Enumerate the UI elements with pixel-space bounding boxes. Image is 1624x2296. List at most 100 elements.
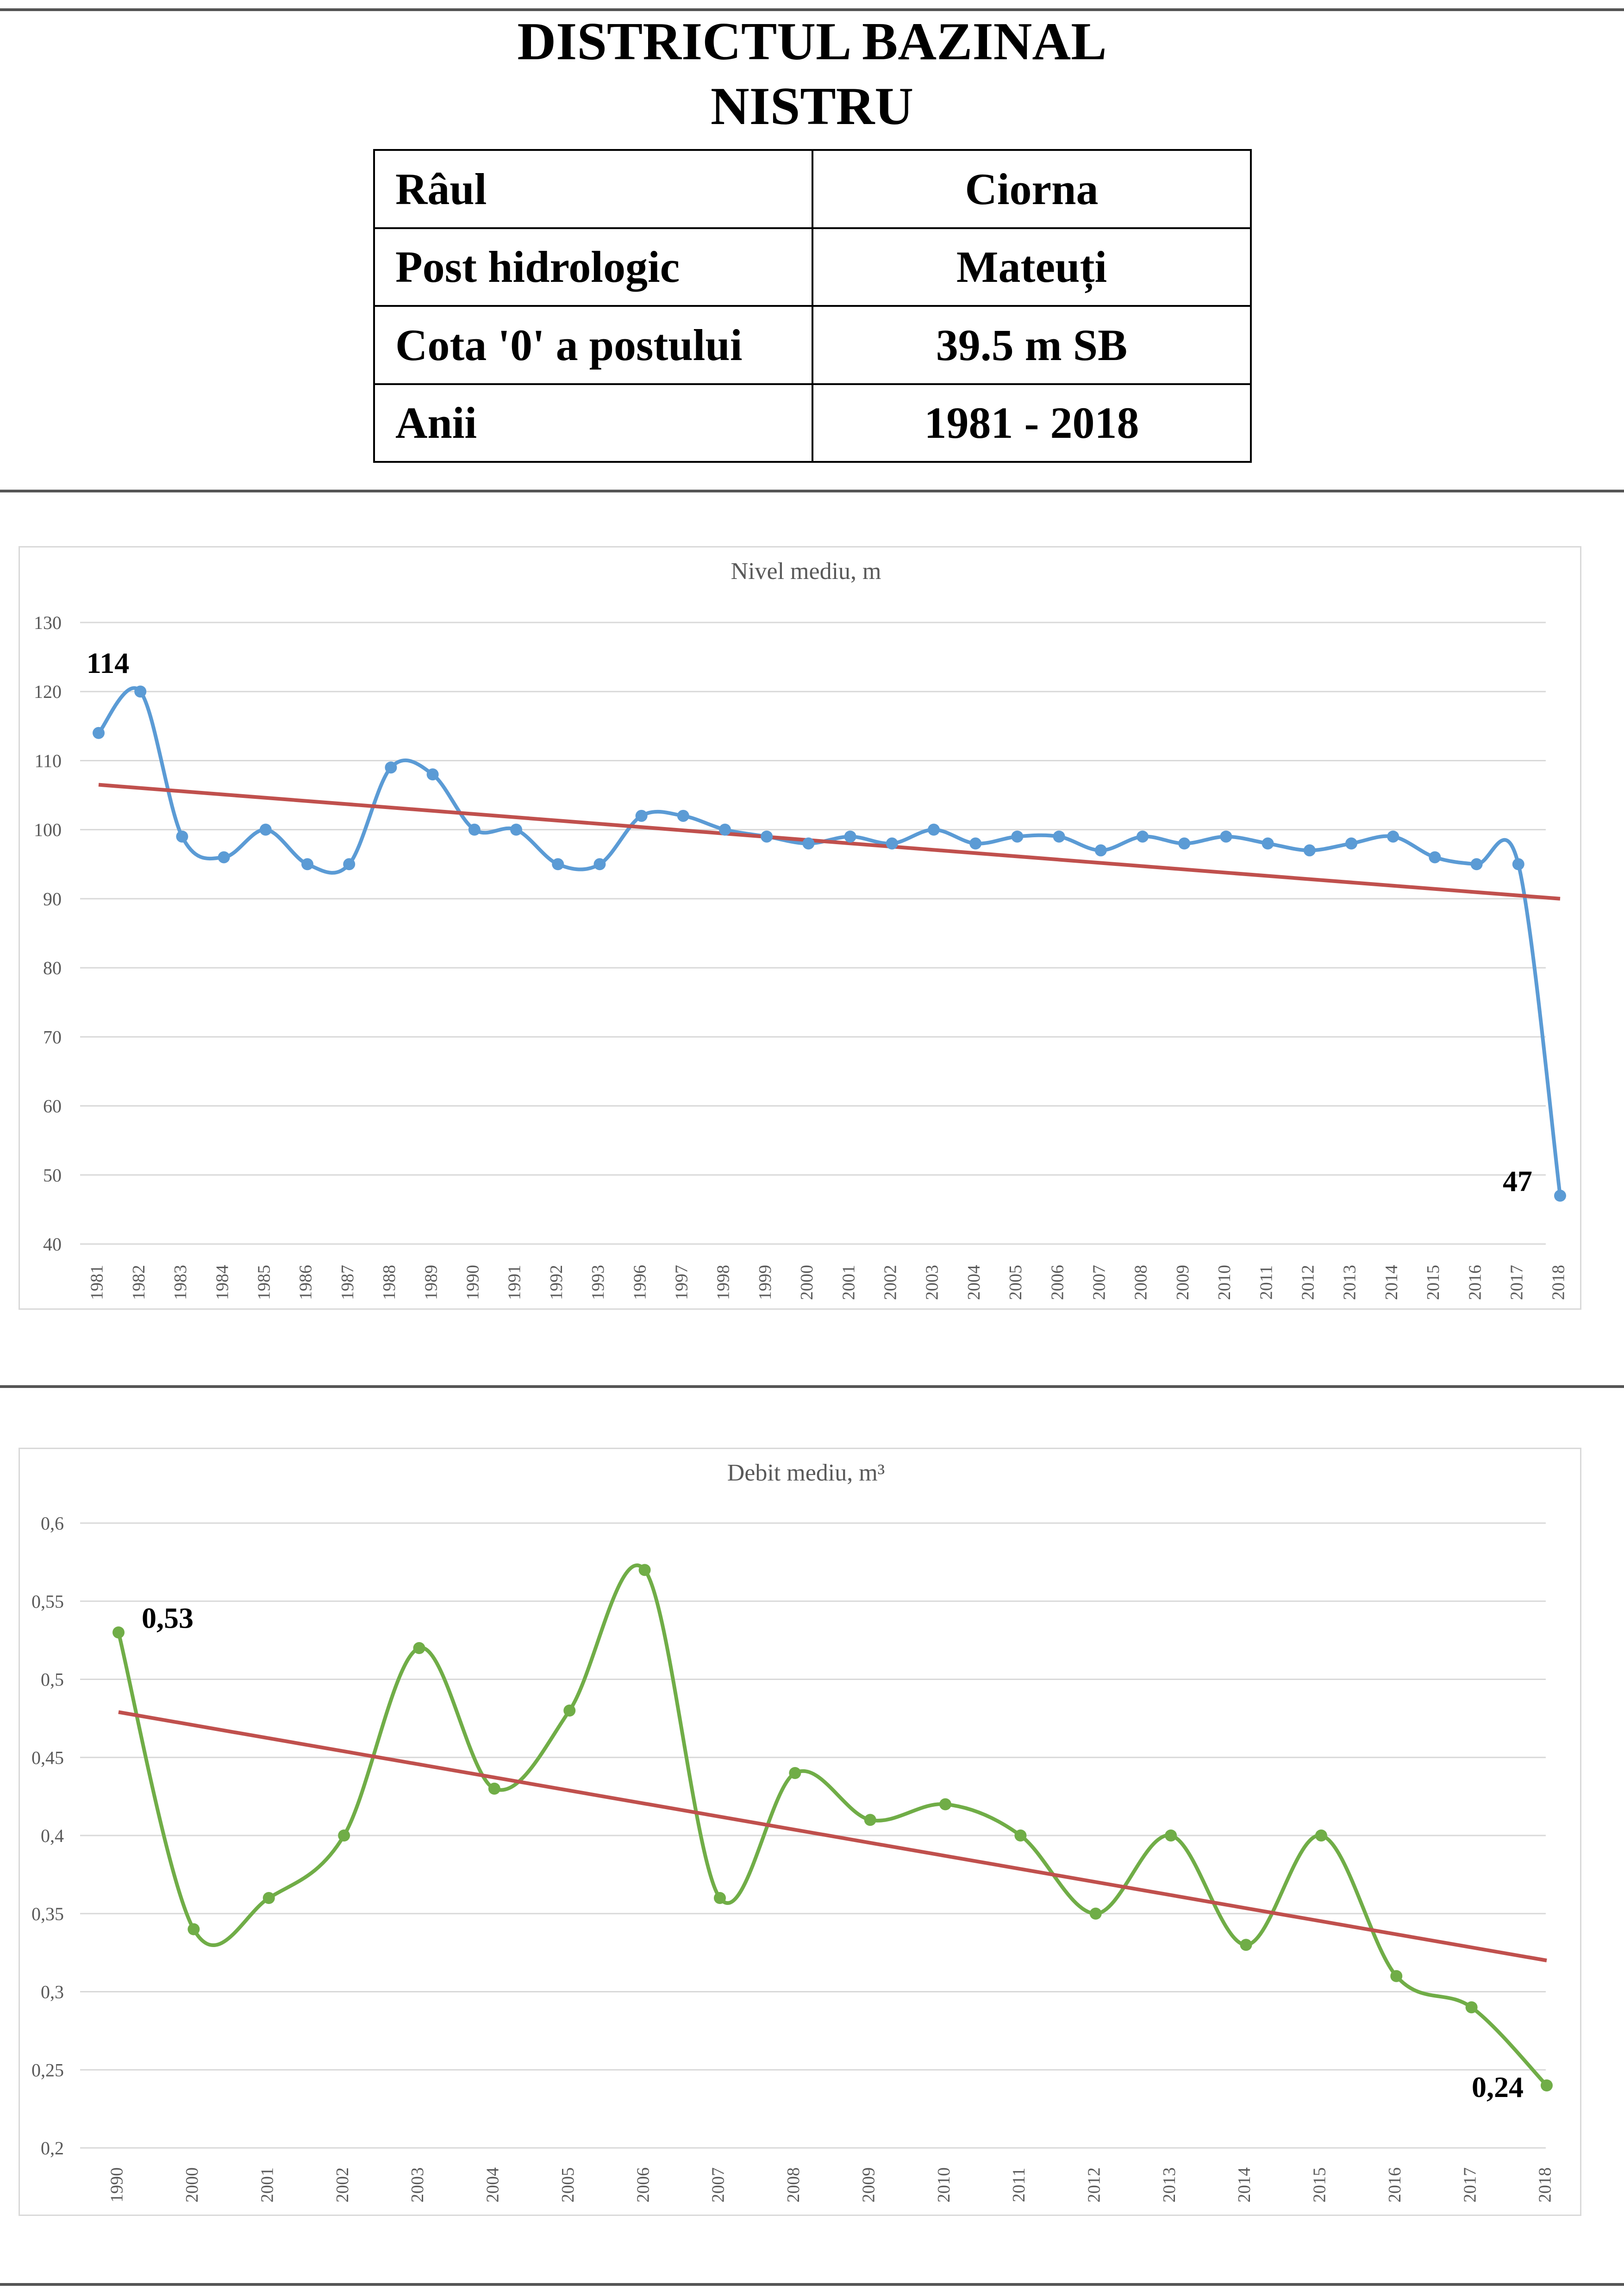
table-row: Cota '0' a postului 39.5 m SB	[373, 305, 1252, 385]
data-point	[218, 851, 230, 864]
data-point	[552, 858, 564, 871]
data-point	[1011, 830, 1024, 843]
row-value-years: 1981 - 2018	[812, 383, 1252, 463]
data-point	[844, 830, 856, 843]
station-info-table: Râul Ciorna Post hidrologic Mateuți Cota…	[373, 149, 1252, 463]
data-point	[1165, 1829, 1177, 1842]
data-point	[1315, 1829, 1327, 1842]
x-tick-label: 2018	[1536, 2167, 1555, 2203]
title-line-2: NISTRU	[710, 77, 914, 136]
data-point	[563, 1705, 576, 1717]
y-tick-label: 0,6	[41, 1513, 64, 1534]
data-point	[301, 858, 313, 871]
data-point	[488, 1782, 500, 1795]
x-tick-label: 2017	[1460, 2167, 1480, 2203]
x-tick-label: 1989	[421, 1265, 441, 1300]
data-point	[93, 727, 105, 739]
x-tick-label: 2016	[1465, 1265, 1485, 1300]
y-tick-label: 0,25	[31, 2060, 64, 2080]
data-point	[713, 1892, 726, 1904]
data-point	[939, 1798, 952, 1811]
x-tick-label: 2003	[923, 1265, 942, 1300]
x-tick-label: 2000	[797, 1265, 817, 1300]
y-tick-label: 70	[43, 1027, 62, 1047]
data-point	[1345, 837, 1357, 850]
row-label-zero-level: Cota '0' a postului	[373, 305, 813, 385]
y-tick-label: 0,55	[31, 1591, 64, 1612]
x-tick-label: 2005	[1006, 1265, 1025, 1300]
data-point	[677, 809, 689, 822]
data-point	[1541, 2079, 1553, 2091]
top-rule	[0, 8, 1624, 11]
level-chart: Nivel mediu, m 40 50 60 70 80 90 100 110 120 130 19…	[19, 546, 1581, 1310]
x-tick-label: 2003	[408, 2167, 427, 2203]
data-point	[1390, 1970, 1403, 1982]
x-tick-label: 2018	[1549, 1265, 1568, 1300]
x-tick-label: 2010	[934, 2167, 954, 2203]
data-point	[1094, 844, 1107, 857]
y-tick-label: 0,35	[31, 1904, 64, 1924]
x-tick-label: 2012	[1085, 2167, 1104, 2203]
y-tick-label: 0,5	[41, 1669, 64, 1690]
x-tick-label: 2013	[1160, 2167, 1179, 2203]
data-point	[262, 1892, 275, 1904]
chart-title: Debit mediu, m³	[727, 1460, 885, 1486]
x-tick-label: 2001	[257, 2167, 277, 2203]
x-tick-label: 2009	[1173, 1265, 1193, 1300]
x-tick-label: 2004	[964, 1265, 984, 1300]
data-point	[510, 823, 522, 836]
data-point	[1554, 1189, 1566, 1202]
table-row: Râul Ciorna	[373, 149, 1252, 229]
x-tick-label: 2015	[1310, 2167, 1330, 2203]
data-point	[864, 1814, 876, 1826]
x-tick-label: 1991	[505, 1265, 525, 1300]
data-point	[886, 837, 898, 850]
y-tick-label: 0,2	[41, 2138, 64, 2159]
data-label: 114	[87, 647, 129, 679]
data-label: 0,24	[1472, 2071, 1524, 2103]
x-tick-label: 1981	[87, 1265, 107, 1300]
row-value-river: Ciorna	[812, 149, 1252, 229]
data-point	[1014, 1829, 1027, 1842]
x-tick-label: 2006	[633, 2167, 653, 2203]
x-tick-label: 2013	[1340, 1265, 1360, 1300]
x-tick-label: 2004	[483, 2167, 503, 2203]
data-point	[761, 830, 773, 843]
x-tick-label: 1984	[212, 1265, 232, 1300]
row-value-zero-level: 39.5 m SB	[812, 305, 1252, 385]
x-tick-label: 2006	[1048, 1265, 1067, 1300]
data-label: 47	[1503, 1165, 1532, 1198]
x-tick-label: 2000	[182, 2167, 202, 2203]
x-tick-label: 2007	[1090, 1265, 1109, 1300]
x-tick-label: 2002	[881, 1265, 900, 1300]
x-tick-label: 1985	[255, 1265, 274, 1300]
y-tick-label: 80	[43, 958, 62, 978]
series-line	[97, 686, 1562, 1196]
row-label-post: Post hidrologic	[373, 227, 813, 307]
y-tick-label: 130	[34, 612, 62, 633]
x-tick-label: 2011	[1009, 2168, 1029, 2203]
rule-after-table	[0, 490, 1624, 492]
x-tick-label: 2016	[1385, 2167, 1405, 2203]
row-label-river: Râul	[373, 149, 813, 229]
x-tick-label: 2001	[839, 1265, 858, 1300]
trend-line	[98, 783, 1561, 901]
data-point	[1178, 837, 1191, 850]
x-tick-label: 2002	[333, 2167, 352, 2203]
data-point	[635, 809, 648, 822]
data-point	[719, 823, 731, 836]
data-point	[1089, 1907, 1102, 1920]
y-tick-label: 60	[43, 1096, 62, 1117]
title-line-1: DISTRICTUL BAZINAL	[517, 12, 1107, 71]
data-point	[259, 823, 272, 836]
y-tick-label: 40	[43, 1234, 62, 1255]
rule-between-charts	[0, 1385, 1624, 1388]
y-tick-label: 90	[43, 889, 62, 909]
data-point	[1053, 830, 1065, 843]
y-tick-label: 100	[34, 820, 62, 840]
x-tick-label: 2012	[1299, 1265, 1318, 1300]
x-tick-label: 2008	[784, 2167, 803, 2203]
y-tick-label: 110	[34, 750, 62, 771]
x-tick-label: 1996	[630, 1265, 650, 1300]
x-tick-label: 1997	[672, 1265, 692, 1300]
